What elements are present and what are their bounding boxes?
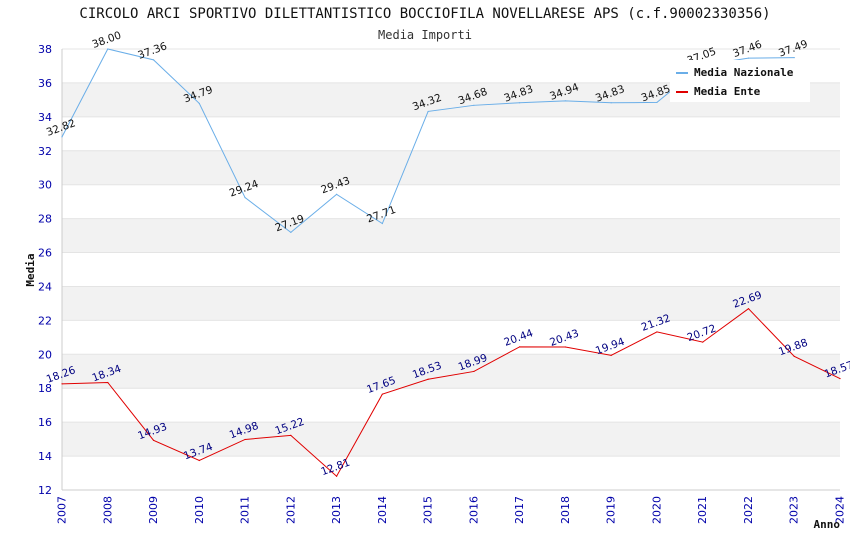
data-label: 38.00 [91, 29, 123, 51]
data-point [107, 381, 109, 384]
y-axis-ticks: 12 14 16 18 20 22 24 26 28 30 32 34 36 38 [38, 43, 52, 497]
y-axis-title: Media [24, 253, 37, 286]
x-tick-label: 2023 [788, 496, 801, 524]
x-tick-label: 2022 [742, 496, 755, 524]
data-point [564, 346, 567, 348]
data-label: 20.43 [548, 327, 580, 349]
data-point [244, 438, 246, 441]
data-point [198, 459, 200, 462]
data-point [839, 377, 841, 380]
x-tick-label: 2017 [513, 496, 526, 524]
grid-lines [62, 48, 840, 491]
data-label: 37.36 [136, 40, 169, 62]
chart-title: CIRCOLO ARCI SPORTIVO DILETTANTISTICO BO… [79, 6, 770, 22]
data-point [61, 383, 63, 385]
data-point [747, 57, 750, 59]
y-tick-label: 18 [38, 382, 52, 395]
grid-band [62, 422, 840, 457]
y-tick-label: 36 [38, 77, 52, 90]
data-point [152, 439, 155, 441]
data-point [290, 434, 292, 436]
data-point [427, 378, 429, 380]
data-label: 20.72 [686, 322, 718, 344]
x-tick-label: 2016 [467, 496, 480, 524]
data-point [335, 193, 338, 195]
data-label: 37.46 [731, 38, 764, 60]
x-tick-label: 2008 [101, 496, 114, 524]
data-point [107, 48, 109, 50]
y-tick-label: 32 [38, 145, 52, 158]
data-point [290, 231, 292, 233]
data-point [381, 393, 383, 395]
y-tick-label: 34 [38, 111, 52, 124]
x-tick-label: 2012 [284, 496, 297, 524]
y-tick-label: 20 [38, 348, 52, 361]
data-point [793, 57, 795, 59]
y-tick-label: 28 [38, 213, 52, 226]
x-tick-label: 2011 [239, 496, 252, 524]
x-tick-label: 2007 [56, 496, 69, 524]
x-tick-label: 2021 [696, 496, 709, 524]
x-tick-label: 2019 [605, 496, 618, 524]
data-point [610, 354, 612, 356]
x-tick-label: 2010 [193, 496, 206, 524]
data-point [335, 475, 338, 477]
data-point [473, 104, 475, 106]
x-tick-label: 2009 [147, 496, 160, 524]
data-point [610, 102, 612, 104]
grid-band [62, 286, 840, 321]
data-point [656, 101, 658, 104]
data-point [427, 110, 429, 113]
data-label: 37.49 [777, 38, 809, 60]
x-tick-label: 2018 [559, 496, 572, 524]
data-point [381, 222, 383, 225]
legend-label-media-ente: Media Ente [694, 85, 761, 98]
data-point [519, 102, 521, 104]
data-point [747, 308, 750, 310]
data-point [656, 331, 658, 333]
data-point [152, 59, 155, 61]
data-point [244, 196, 246, 199]
x-tick-label: 2015 [422, 496, 435, 524]
data-point [564, 100, 567, 102]
y-tick-label: 12 [38, 484, 52, 497]
x-tick-label: 2013 [330, 496, 343, 524]
y-tick-label: 26 [38, 247, 52, 260]
grid-bands [62, 82, 840, 457]
x-tick-label: 2014 [376, 496, 389, 524]
data-point [519, 346, 521, 348]
legend: Media Nazionale Media Ente [670, 60, 810, 102]
grid-band [62, 150, 840, 185]
x-axis-title: Anno [814, 518, 841, 531]
y-tick-label: 14 [38, 450, 52, 463]
x-tick-label: 2024 [834, 496, 847, 524]
y-tick-label: 38 [38, 43, 52, 56]
y-tick-label: 22 [38, 314, 52, 327]
data-label: 20.44 [502, 327, 535, 349]
y-tick-label: 30 [38, 179, 52, 192]
y-tick-label: 24 [38, 280, 52, 293]
legend-label-media-nazionale: Media Nazionale [694, 66, 794, 79]
legend-box [670, 60, 810, 102]
data-point [198, 102, 200, 105]
grid-band [62, 218, 840, 253]
data-point [702, 341, 704, 343]
data-point [61, 136, 63, 138]
y-tick-label: 16 [38, 416, 52, 429]
data-point [793, 355, 795, 357]
x-axis-ticks: 2007 2008 2009 2010 2011 2012 2013 2014 2015 2016… [56, 496, 847, 524]
grid-band [62, 354, 840, 389]
data-point [473, 370, 475, 373]
chart-subtitle: Media Importi [378, 28, 472, 42]
series-line-media-ente [61, 308, 841, 478]
x-tick-label: 2020 [650, 496, 663, 524]
